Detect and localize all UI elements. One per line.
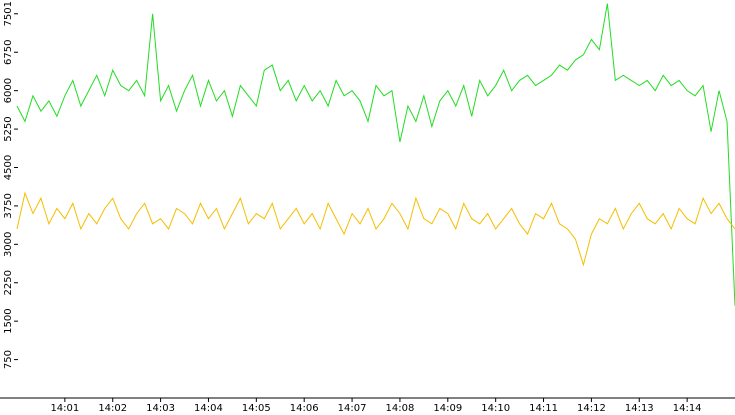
x-tick-label: 14:14 [673, 403, 702, 414]
series-line [16, 3, 735, 306]
x-tick-label: 14:06 [290, 403, 319, 414]
x-tick-label: 14:11 [529, 403, 558, 414]
y-tick-label: 750 [3, 350, 14, 369]
y-tick-label: 4500 [3, 155, 14, 180]
y-tick-label: 6000 [3, 78, 14, 103]
x-tick-label: 14:13 [625, 403, 654, 414]
x-tick-label: 14:02 [98, 403, 127, 414]
x-tick-label: 14:10 [481, 403, 510, 414]
x-tick-label: 14:09 [433, 403, 462, 414]
x-tick-label: 14:07 [338, 403, 367, 414]
x-tick-label: 14:03 [146, 403, 175, 414]
y-tick-label: 1500 [3, 308, 14, 333]
y-tick-label: 7501 [3, 1, 14, 26]
y-tick-label: 6750 [3, 40, 14, 65]
x-tick-label: 14:12 [577, 403, 606, 414]
x-tick-label: 14:04 [194, 403, 223, 414]
y-tick-label: 5250 [3, 116, 14, 141]
x-tick-label: 14:08 [386, 403, 415, 414]
y-tick-label: 2250 [3, 270, 14, 295]
y-tick-label: 3000 [3, 232, 14, 257]
x-tick-label: 14:05 [242, 403, 271, 414]
y-tick-label: 3750 [3, 193, 14, 218]
series-line [16, 191, 735, 267]
x-tick-label: 14:01 [50, 403, 79, 414]
